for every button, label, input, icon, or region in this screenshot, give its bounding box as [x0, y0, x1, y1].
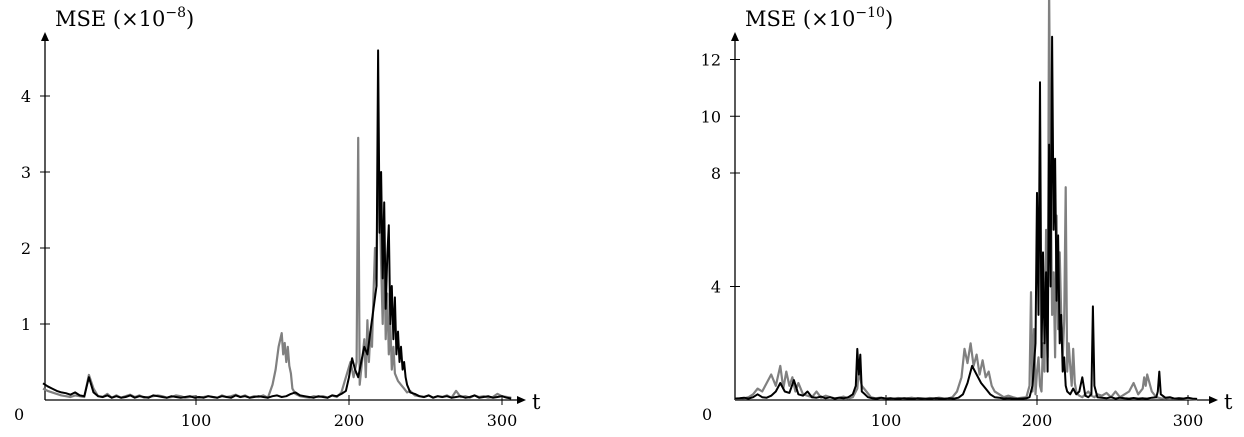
origin-label: 0 — [14, 405, 24, 424]
y-tick-label: 4 — [21, 87, 31, 106]
y-tick-label: 4 — [711, 278, 721, 297]
x-tick-label: 200 — [1022, 411, 1053, 430]
series-black-line — [734, 35, 1198, 400]
y-axis-arrow — [41, 32, 49, 41]
y-tick-label: 3 — [21, 163, 31, 182]
series-black-line — [42, 49, 512, 400]
y-tick-label: 2 — [21, 239, 31, 258]
x-tick-label: 300 — [487, 411, 518, 430]
y-tick-label: 8 — [711, 164, 721, 183]
x-axis-arrow — [1209, 396, 1218, 404]
x-axis-arrow — [517, 396, 526, 404]
x-axis-label: t — [532, 390, 541, 414]
origin-label: 0 — [702, 405, 712, 424]
x-tick-label: 100 — [871, 411, 902, 430]
y-tick-label: 12 — [701, 51, 721, 70]
y-axis-label: MSE (×10−10) — [745, 5, 893, 31]
x-axis-label: t — [1224, 390, 1233, 414]
y-axis-arrow — [731, 32, 739, 41]
x-tick-label: 100 — [181, 411, 212, 430]
y-tick-label: 1 — [21, 315, 31, 334]
series-gray-line — [734, 0, 1198, 401]
left-chart-panel: 100 200 300 1 2 3 4 0 t MSE (×10−8) — [14, 5, 541, 430]
y-tick-label: 10 — [701, 107, 721, 126]
y-axis-label: MSE (×10−8) — [55, 5, 194, 31]
right-chart-panel: 100 200 300 4 8 10 12 0 t MSE (×10−10) — [701, 0, 1233, 430]
series-gray-line — [42, 136, 512, 399]
x-tick-label: 300 — [1173, 411, 1204, 430]
x-tick-label: 200 — [334, 411, 365, 430]
